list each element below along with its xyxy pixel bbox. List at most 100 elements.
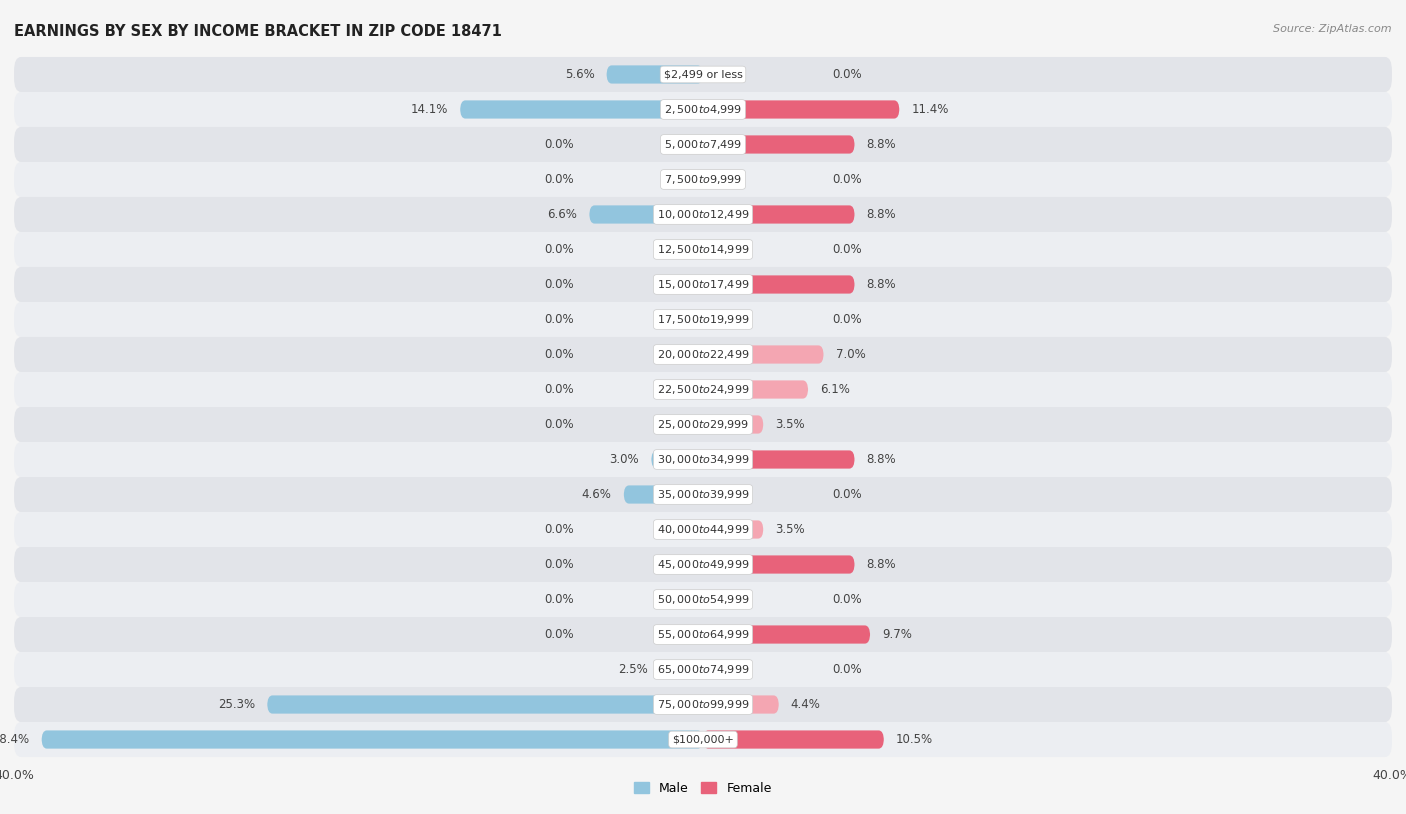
- Text: 0.0%: 0.0%: [544, 383, 574, 396]
- Text: 0.0%: 0.0%: [832, 173, 862, 186]
- Text: $100,000+: $100,000+: [672, 734, 734, 745]
- FancyBboxPatch shape: [42, 730, 703, 749]
- FancyBboxPatch shape: [703, 730, 884, 749]
- FancyBboxPatch shape: [14, 337, 1392, 372]
- Text: $30,000 to $34,999: $30,000 to $34,999: [657, 453, 749, 466]
- Text: 3.0%: 3.0%: [610, 453, 640, 466]
- FancyBboxPatch shape: [14, 407, 1392, 442]
- FancyBboxPatch shape: [703, 345, 824, 364]
- FancyBboxPatch shape: [703, 555, 855, 574]
- Text: 0.0%: 0.0%: [832, 488, 862, 501]
- Text: 0.0%: 0.0%: [832, 243, 862, 256]
- Text: $45,000 to $49,999: $45,000 to $49,999: [657, 558, 749, 571]
- Text: 0.0%: 0.0%: [544, 313, 574, 326]
- FancyBboxPatch shape: [659, 660, 703, 679]
- FancyBboxPatch shape: [14, 652, 1392, 687]
- Text: 0.0%: 0.0%: [832, 593, 862, 606]
- Text: 6.6%: 6.6%: [547, 208, 578, 221]
- FancyBboxPatch shape: [651, 450, 703, 469]
- Text: 8.8%: 8.8%: [866, 138, 896, 151]
- Text: 0.0%: 0.0%: [544, 243, 574, 256]
- Text: 0.0%: 0.0%: [544, 628, 574, 641]
- Text: 10.5%: 10.5%: [896, 733, 934, 746]
- Text: 8.8%: 8.8%: [866, 208, 896, 221]
- FancyBboxPatch shape: [14, 267, 1392, 302]
- FancyBboxPatch shape: [703, 275, 855, 294]
- Text: 3.5%: 3.5%: [775, 523, 806, 536]
- Text: $25,000 to $29,999: $25,000 to $29,999: [657, 418, 749, 431]
- Text: $7,500 to $9,999: $7,500 to $9,999: [664, 173, 742, 186]
- FancyBboxPatch shape: [703, 625, 870, 644]
- Text: $20,000 to $22,499: $20,000 to $22,499: [657, 348, 749, 361]
- FancyBboxPatch shape: [14, 92, 1392, 127]
- Text: 0.0%: 0.0%: [544, 173, 574, 186]
- Text: 0.0%: 0.0%: [544, 418, 574, 431]
- Text: $17,500 to $19,999: $17,500 to $19,999: [657, 313, 749, 326]
- Text: 25.3%: 25.3%: [218, 698, 256, 711]
- Text: 0.0%: 0.0%: [832, 68, 862, 81]
- Text: 4.6%: 4.6%: [582, 488, 612, 501]
- Text: 4.4%: 4.4%: [790, 698, 821, 711]
- Text: 9.7%: 9.7%: [882, 628, 912, 641]
- Text: 2.5%: 2.5%: [619, 663, 648, 676]
- FancyBboxPatch shape: [606, 65, 703, 84]
- Text: 3.5%: 3.5%: [775, 418, 806, 431]
- Text: 0.0%: 0.0%: [544, 278, 574, 291]
- FancyBboxPatch shape: [14, 442, 1392, 477]
- Text: 6.1%: 6.1%: [820, 383, 851, 396]
- FancyBboxPatch shape: [703, 695, 779, 714]
- FancyBboxPatch shape: [703, 450, 855, 469]
- Text: $50,000 to $54,999: $50,000 to $54,999: [657, 593, 749, 606]
- Text: Source: ZipAtlas.com: Source: ZipAtlas.com: [1274, 24, 1392, 34]
- Text: $55,000 to $64,999: $55,000 to $64,999: [657, 628, 749, 641]
- FancyBboxPatch shape: [14, 232, 1392, 267]
- FancyBboxPatch shape: [703, 100, 900, 119]
- Text: $35,000 to $39,999: $35,000 to $39,999: [657, 488, 749, 501]
- FancyBboxPatch shape: [703, 415, 763, 434]
- Text: $10,000 to $12,499: $10,000 to $12,499: [657, 208, 749, 221]
- Text: 0.0%: 0.0%: [544, 138, 574, 151]
- Text: 0.0%: 0.0%: [832, 313, 862, 326]
- FancyBboxPatch shape: [703, 520, 763, 539]
- FancyBboxPatch shape: [14, 687, 1392, 722]
- FancyBboxPatch shape: [703, 380, 808, 399]
- FancyBboxPatch shape: [14, 372, 1392, 407]
- Text: 38.4%: 38.4%: [0, 733, 30, 746]
- Text: $2,499 or less: $2,499 or less: [664, 69, 742, 80]
- FancyBboxPatch shape: [14, 582, 1392, 617]
- Text: $12,500 to $14,999: $12,500 to $14,999: [657, 243, 749, 256]
- FancyBboxPatch shape: [14, 127, 1392, 162]
- Text: 7.0%: 7.0%: [835, 348, 865, 361]
- Text: 8.8%: 8.8%: [866, 558, 896, 571]
- FancyBboxPatch shape: [14, 617, 1392, 652]
- Text: 8.8%: 8.8%: [866, 453, 896, 466]
- Text: 14.1%: 14.1%: [411, 103, 449, 116]
- FancyBboxPatch shape: [14, 547, 1392, 582]
- Text: $75,000 to $99,999: $75,000 to $99,999: [657, 698, 749, 711]
- Legend: Male, Female: Male, Female: [630, 777, 776, 800]
- Text: 0.0%: 0.0%: [544, 523, 574, 536]
- Text: 5.6%: 5.6%: [565, 68, 595, 81]
- FancyBboxPatch shape: [267, 695, 703, 714]
- FancyBboxPatch shape: [14, 197, 1392, 232]
- Text: $22,500 to $24,999: $22,500 to $24,999: [657, 383, 749, 396]
- Text: 0.0%: 0.0%: [544, 348, 574, 361]
- Text: $2,500 to $4,999: $2,500 to $4,999: [664, 103, 742, 116]
- FancyBboxPatch shape: [460, 100, 703, 119]
- FancyBboxPatch shape: [14, 722, 1392, 757]
- Text: $15,000 to $17,499: $15,000 to $17,499: [657, 278, 749, 291]
- Text: 0.0%: 0.0%: [544, 593, 574, 606]
- FancyBboxPatch shape: [624, 485, 703, 504]
- Text: 8.8%: 8.8%: [866, 278, 896, 291]
- FancyBboxPatch shape: [703, 205, 855, 224]
- FancyBboxPatch shape: [14, 162, 1392, 197]
- FancyBboxPatch shape: [14, 512, 1392, 547]
- Text: $65,000 to $74,999: $65,000 to $74,999: [657, 663, 749, 676]
- Text: 0.0%: 0.0%: [832, 663, 862, 676]
- FancyBboxPatch shape: [14, 302, 1392, 337]
- Text: $5,000 to $7,499: $5,000 to $7,499: [664, 138, 742, 151]
- Text: 11.4%: 11.4%: [911, 103, 949, 116]
- Text: EARNINGS BY SEX BY INCOME BRACKET IN ZIP CODE 18471: EARNINGS BY SEX BY INCOME BRACKET IN ZIP…: [14, 24, 502, 39]
- FancyBboxPatch shape: [14, 57, 1392, 92]
- Text: $40,000 to $44,999: $40,000 to $44,999: [657, 523, 749, 536]
